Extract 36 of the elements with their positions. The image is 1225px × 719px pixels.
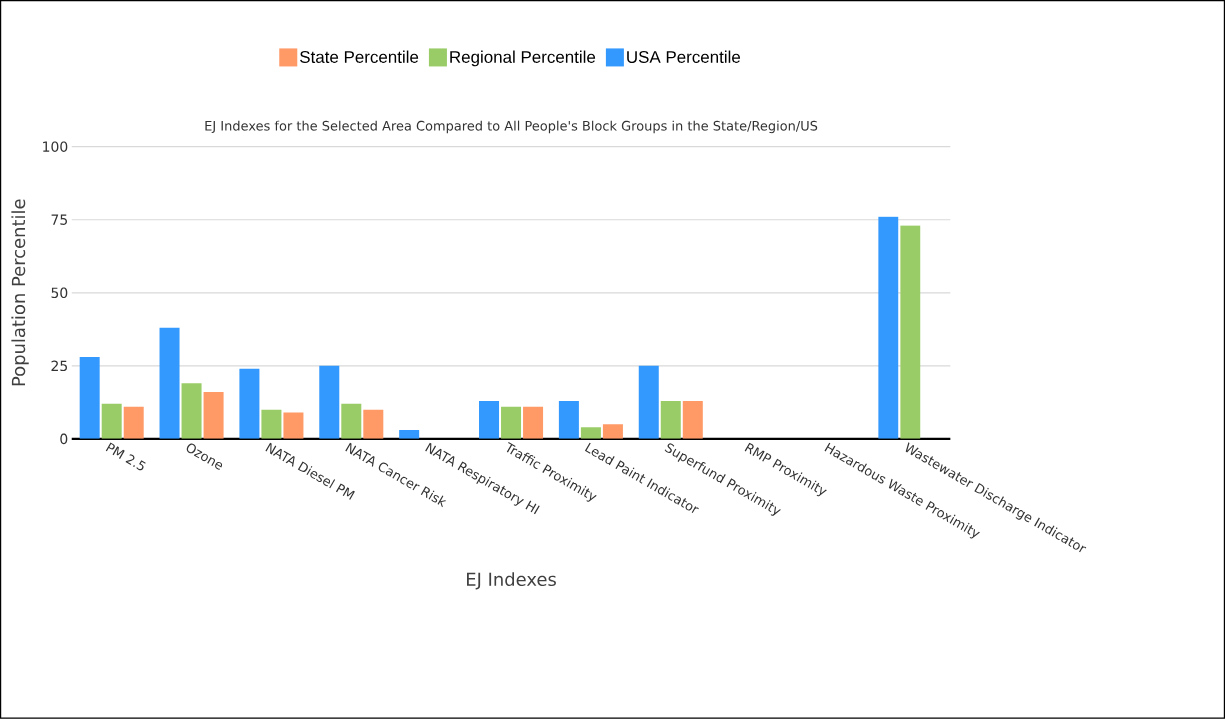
legend-label: USA Percentile bbox=[627, 50, 741, 64]
bar bbox=[523, 406, 544, 440]
y-tick-label: 75 bbox=[51, 214, 67, 226]
bar bbox=[203, 392, 224, 440]
bar bbox=[638, 366, 659, 440]
bar bbox=[501, 406, 522, 440]
bar bbox=[79, 357, 100, 440]
bar bbox=[602, 424, 623, 440]
y-tick-label: 25 bbox=[51, 360, 67, 372]
bar bbox=[159, 328, 180, 440]
y-tick-label: 50 bbox=[51, 287, 68, 299]
bar bbox=[261, 409, 282, 440]
legend-label: Regional Percentile bbox=[450, 50, 596, 67]
bar bbox=[181, 383, 202, 440]
legend-label: State Percentile bbox=[300, 50, 419, 64]
y-tick-label: 0 bbox=[60, 433, 68, 445]
y-tick-label: 100 bbox=[43, 141, 68, 153]
y-axis-title: Population Percentile bbox=[11, 199, 29, 386]
bar bbox=[878, 216, 899, 440]
bar bbox=[123, 406, 144, 440]
bar bbox=[283, 412, 304, 440]
x-axis-title: EJ Indexes bbox=[467, 572, 556, 590]
bar bbox=[900, 225, 921, 440]
bar bbox=[479, 401, 500, 440]
bar bbox=[399, 430, 420, 440]
chart-title: EJ Indexes for the Selected Area Compared to All People's Block Groups in the State/Region/US bbox=[205, 120, 818, 134]
x-tick-label: PM 2.5 bbox=[105, 442, 146, 471]
bar bbox=[580, 427, 601, 440]
bar bbox=[101, 403, 122, 440]
bar bbox=[319, 366, 340, 440]
bar bbox=[682, 401, 703, 440]
bar bbox=[558, 401, 579, 440]
bar bbox=[660, 401, 681, 440]
bar bbox=[341, 403, 362, 440]
bar bbox=[363, 409, 384, 440]
bar bbox=[239, 368, 260, 440]
